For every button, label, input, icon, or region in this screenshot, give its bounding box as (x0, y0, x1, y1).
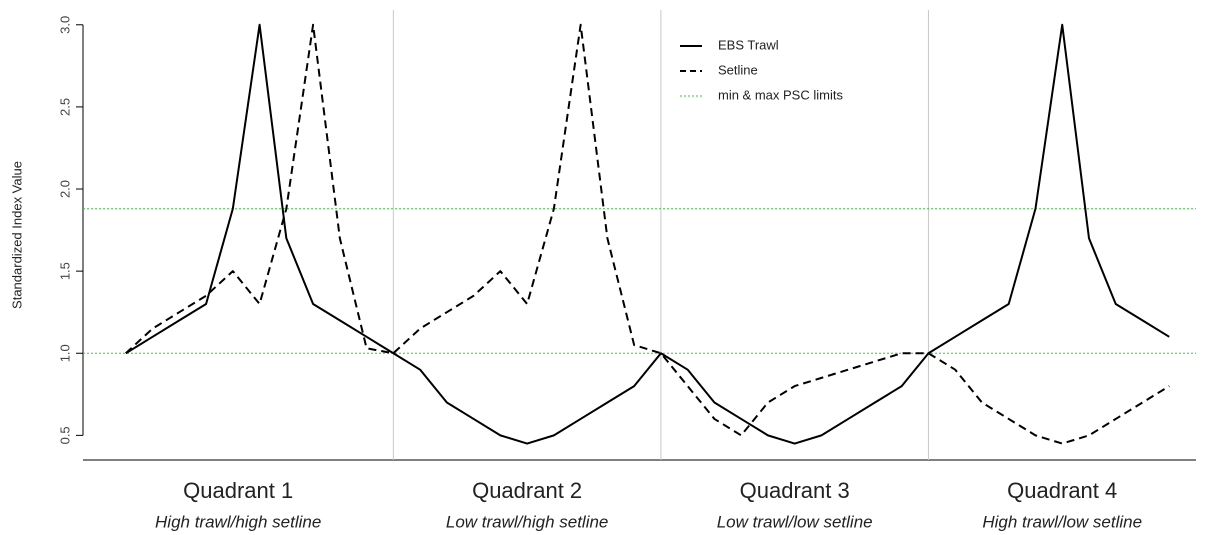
y-tick-label: 3.0 (57, 16, 72, 34)
quadrant-label: Quadrant 4 (1007, 478, 1117, 503)
series-line (125, 23, 1170, 445)
y-axis-label: Standardized Index Value (9, 161, 24, 309)
legend-label: min & max PSC limits (718, 87, 843, 102)
y-tick-label: 1.5 (57, 262, 72, 280)
y-tick-label: 2.5 (57, 98, 72, 116)
quadrant-subtitle: High trawl/high setline (155, 512, 321, 531)
quadrant-subtitle: High trawl/low setline (982, 512, 1142, 531)
series-line (125, 23, 1170, 445)
legend-label: Setline (718, 62, 758, 77)
quadrant-label: Quadrant 1 (183, 478, 293, 503)
y-tick-label: 1.0 (57, 344, 72, 362)
y-tick-label: 0.5 (57, 426, 72, 444)
y-tick-label: 2.0 (57, 180, 72, 198)
quadrant-label: Quadrant 2 (472, 478, 582, 503)
quadrant-subtitle: Low trawl/high setline (446, 512, 609, 531)
quadrant-subtitle: Low trawl/low setline (717, 512, 873, 531)
legend-label: EBS Trawl (718, 37, 779, 52)
quadrant-label: Quadrant 3 (740, 478, 850, 503)
